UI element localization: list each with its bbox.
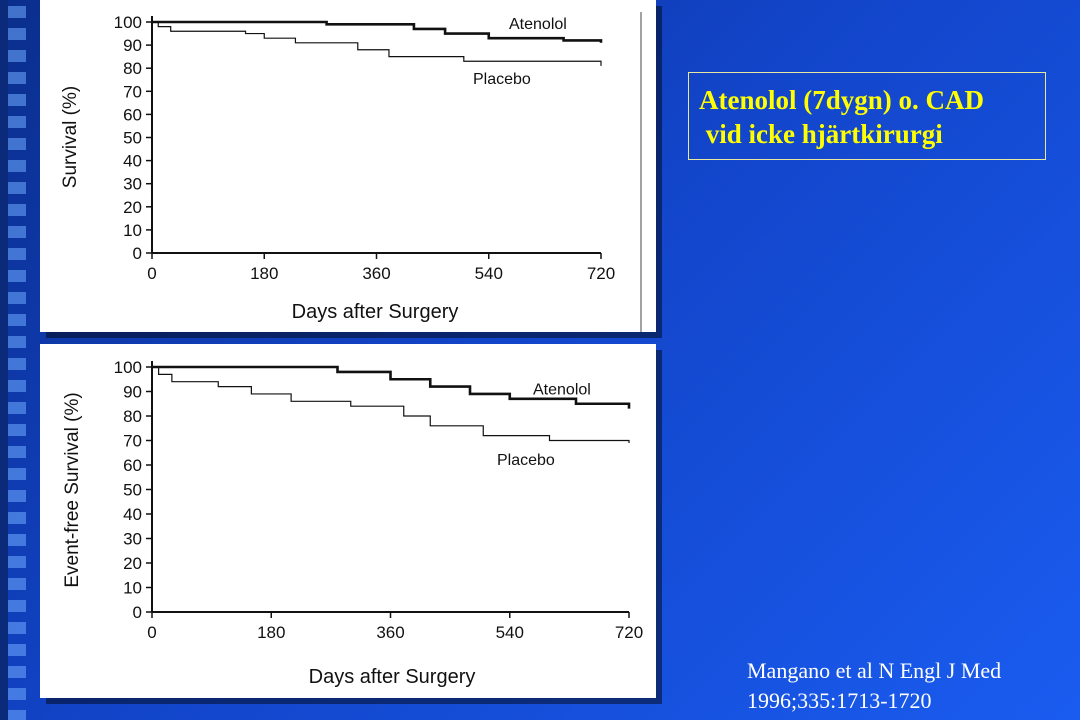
- y-tick-label: 30: [123, 175, 142, 194]
- survival-chart-panel: 0 10 20 30 40 50 60 70 80 90 100 0 180 360 540 720 Survi…: [40, 0, 656, 332]
- survival-chart: 0 10 20 30 40 50 60 70 80 90 100 0 180 360 540 720 Survi…: [60, 12, 642, 332]
- series-line-atenolol: [152, 20, 603, 43]
- y-tick-label: 50: [123, 481, 142, 500]
- series-label-placebo: Placebo: [473, 71, 531, 88]
- y-tick-label: 100: [114, 358, 142, 377]
- series-line-atenolol: [152, 365, 631, 409]
- citation-line2: 1996;335:1713-1720: [747, 688, 932, 713]
- series-line-placebo: [152, 366, 630, 443]
- y-tick-label: 10: [123, 221, 142, 240]
- y-tick-label: 70: [123, 82, 142, 101]
- x-tick-label: 540: [496, 623, 524, 642]
- event-free-survival-chart: 0 10 20 30 40 50 60 70 80 90 100 0 180 360 540 720 Event…: [62, 358, 643, 688]
- x-axis-title: Days after Surgery: [292, 301, 459, 323]
- series-line-placebo: [152, 21, 602, 66]
- series-label-atenolol: Atenolol: [533, 382, 591, 399]
- citation: Mangano et al N Engl J Med 1996;335:1713…: [747, 656, 1067, 716]
- y-tick-label: 40: [123, 505, 142, 524]
- x-tick-label: 0: [147, 264, 156, 283]
- y-axis-title: Survival (%): [60, 86, 81, 188]
- y-tick-label: 20: [123, 554, 142, 573]
- y-tick-label: 30: [123, 530, 142, 549]
- y-tick-label: 10: [123, 579, 142, 598]
- y-tick-label: 40: [123, 152, 142, 171]
- slide-title: Atenolol (7dygn) o. CAD vid icke hjärtki…: [688, 72, 1046, 160]
- y-tick-label: 0: [133, 603, 142, 622]
- y-tick-label: 60: [123, 105, 142, 124]
- y-tick-label: 80: [123, 59, 142, 78]
- y-tick-label: 20: [123, 198, 142, 217]
- y-tick-label: 80: [123, 407, 142, 426]
- y-tick-label: 50: [123, 129, 142, 148]
- citation-line1: Mangano et al N Engl J Med: [747, 658, 1002, 683]
- y-tick-label: 100: [114, 13, 142, 32]
- x-tick-label: 360: [376, 623, 404, 642]
- x-axis-title: Days after Surgery: [309, 666, 476, 688]
- x-tick-label: 720: [615, 623, 643, 642]
- series-label-placebo: Placebo: [497, 452, 555, 469]
- x-tick-label: 540: [475, 264, 503, 283]
- x-tick-label: 360: [362, 264, 390, 283]
- slide-title-line2: vid icke hjärtkirurgi: [699, 119, 943, 149]
- y-tick-label: 90: [123, 383, 142, 402]
- y-tick-label: 90: [123, 36, 142, 55]
- x-tick-label: 180: [257, 623, 285, 642]
- x-tick-label: 180: [250, 264, 278, 283]
- x-tick-label: 720: [587, 264, 615, 283]
- y-tick-label: 0: [133, 244, 142, 263]
- x-tick-label: 0: [147, 623, 156, 642]
- slide-title-line1: Atenolol (7dygn) o. CAD: [699, 85, 985, 115]
- left-decorative-stripe: [0, 0, 40, 720]
- series-label-atenolol: Atenolol: [509, 16, 567, 33]
- y-tick-label: 70: [123, 432, 142, 451]
- y-tick-label: 60: [123, 456, 142, 475]
- y-axis-title: Event-free Survival (%): [62, 392, 83, 587]
- event-free-chart-panel: 0 10 20 30 40 50 60 70 80 90 100 0 180 360 540 720 Event…: [40, 344, 656, 698]
